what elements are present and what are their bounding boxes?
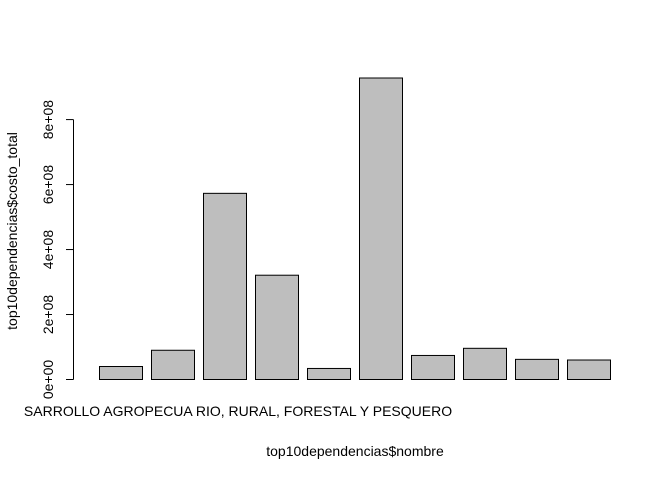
bar	[255, 274, 299, 381]
x-tick-label: SARROLLO AGROPECUA RIO, RURAL, FORESTAL …	[24, 403, 452, 419]
bar	[203, 192, 247, 380]
bar	[307, 367, 351, 381]
bar	[99, 366, 143, 380]
y-axis: 0e+00 2e+08 4e+08 6e+08 8e+08	[40, 100, 74, 399]
y-axis-label: top10dependencias$costo_total	[4, 132, 20, 330]
y-tick-label: 2e+08	[40, 295, 56, 335]
y-tick-label: 0e+00	[40, 360, 56, 400]
bar	[151, 349, 195, 381]
bar	[515, 358, 559, 381]
y-tick-label: 6e+08	[40, 165, 56, 205]
y-tick-label: 4e+08	[40, 230, 56, 270]
bars-group	[99, 77, 611, 381]
bar	[463, 347, 507, 380]
bar	[359, 77, 403, 380]
bar	[567, 359, 611, 381]
bar	[411, 354, 455, 381]
x-axis-label: top10dependencias$nombre	[266, 443, 444, 459]
y-tick-label: 8e+08	[40, 100, 56, 140]
